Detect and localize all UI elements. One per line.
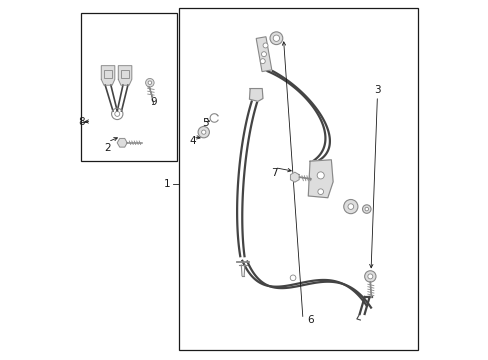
- Polygon shape: [290, 172, 299, 182]
- Text: 6: 6: [306, 315, 313, 325]
- Circle shape: [260, 59, 264, 64]
- Circle shape: [364, 271, 375, 282]
- Text: 9: 9: [150, 97, 157, 107]
- Circle shape: [201, 130, 205, 134]
- Circle shape: [317, 189, 323, 194]
- Circle shape: [347, 204, 353, 210]
- Polygon shape: [117, 139, 127, 147]
- Text: 4: 4: [189, 136, 196, 146]
- Text: 2: 2: [104, 143, 111, 153]
- Circle shape: [263, 43, 267, 48]
- Bar: [81, 13, 177, 161]
- Bar: [104, 70, 112, 78]
- Text: 1: 1: [163, 179, 170, 189]
- Circle shape: [364, 207, 368, 211]
- Bar: [179, 8, 417, 350]
- Polygon shape: [101, 66, 115, 85]
- Circle shape: [362, 205, 370, 213]
- Circle shape: [148, 81, 151, 85]
- Circle shape: [343, 199, 357, 214]
- Polygon shape: [249, 89, 263, 101]
- Circle shape: [317, 172, 324, 179]
- Polygon shape: [307, 160, 332, 198]
- Circle shape: [261, 52, 266, 57]
- Text: 3: 3: [373, 85, 380, 95]
- Polygon shape: [118, 66, 132, 85]
- Circle shape: [269, 32, 282, 45]
- Circle shape: [198, 126, 209, 138]
- Bar: [121, 70, 129, 78]
- Text: 5: 5: [202, 118, 208, 128]
- Text: 7: 7: [271, 168, 277, 178]
- Circle shape: [367, 274, 372, 279]
- Circle shape: [273, 35, 279, 41]
- Polygon shape: [256, 37, 271, 72]
- Text: 8: 8: [78, 117, 85, 126]
- Circle shape: [145, 78, 154, 87]
